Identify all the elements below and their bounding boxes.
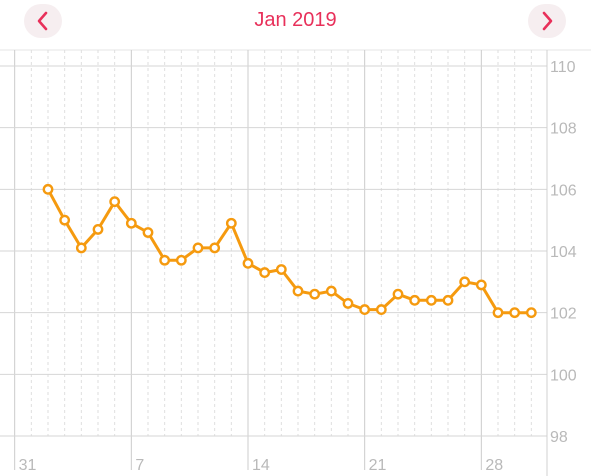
data-point xyxy=(192,242,204,254)
data-point xyxy=(509,307,521,319)
data-point xyxy=(425,294,437,306)
y-tick-label: 102 xyxy=(550,306,577,323)
data-point xyxy=(92,224,104,235)
data-point xyxy=(475,279,487,291)
data-point xyxy=(259,267,271,278)
y-tick-label: 104 xyxy=(550,244,577,261)
data-point xyxy=(242,257,254,269)
data-point xyxy=(525,307,537,319)
chevron-right-icon xyxy=(542,11,553,31)
x-tick-label: 21 xyxy=(369,457,387,474)
data-point xyxy=(175,254,187,266)
y-tick-label: 106 xyxy=(550,182,577,199)
data-point xyxy=(125,217,137,229)
data-point xyxy=(159,254,171,266)
month-header: Jan 2019 xyxy=(0,0,591,50)
data-point xyxy=(442,294,454,306)
data-point xyxy=(325,285,337,297)
data-point xyxy=(342,298,354,309)
previous-month-button[interactable] xyxy=(24,4,62,38)
data-point xyxy=(459,276,471,288)
data-point xyxy=(275,264,287,275)
data-point xyxy=(142,227,154,238)
y-tick-label: 100 xyxy=(550,367,577,384)
data-point xyxy=(375,304,387,315)
x-tick-label: 7 xyxy=(135,457,144,474)
chart-tick-labels: 98 100 102 104 106 108 110 31 7 14 21 28 xyxy=(19,59,577,474)
data-point xyxy=(409,294,421,306)
data-point xyxy=(75,242,87,254)
chevron-left-icon xyxy=(37,11,48,31)
x-tick-label: 31 xyxy=(19,457,37,474)
next-month-button[interactable] xyxy=(528,4,566,38)
y-tick-label: 98 xyxy=(550,429,568,446)
y-tick-label: 110 xyxy=(550,59,576,76)
data-point xyxy=(59,214,71,226)
data-point xyxy=(42,183,54,195)
x-tick-label: 14 xyxy=(252,457,270,474)
data-point xyxy=(225,217,237,229)
data-point xyxy=(109,196,121,208)
data-point xyxy=(309,288,321,300)
data-point xyxy=(359,304,371,315)
data-point xyxy=(392,288,404,300)
x-tick-label: 28 xyxy=(485,457,503,474)
chart-points xyxy=(42,183,537,319)
y-tick-label: 108 xyxy=(550,121,577,138)
data-point xyxy=(292,285,304,297)
data-point xyxy=(492,307,504,319)
chart-grid xyxy=(0,49,591,476)
month-title: Jan 2019 xyxy=(254,9,337,31)
data-point xyxy=(209,242,221,254)
